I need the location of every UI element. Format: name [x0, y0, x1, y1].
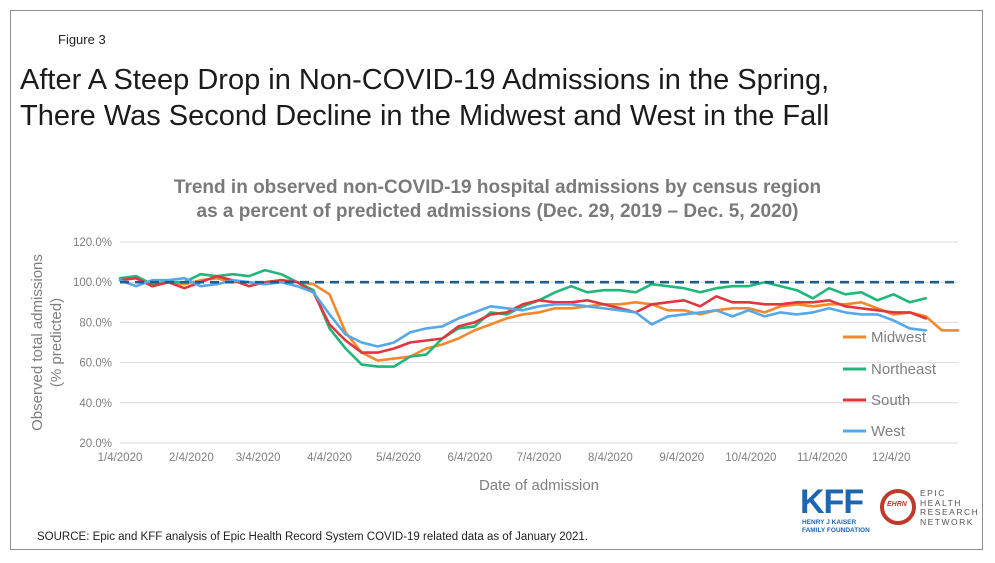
page-title: After A Steep Drop in Non-COVID-19 Admis…: [20, 62, 970, 134]
series-line-northeast: [118, 268, 928, 368]
x-tick-label: 10/4/2020: [725, 452, 776, 464]
x-tick-label: 11/4/2020: [797, 452, 847, 464]
x-tick-label: 7/4/2020: [517, 452, 562, 464]
legend-label-northeast: Northeast: [871, 361, 937, 378]
ehrn-line-3: RESEARCH: [920, 507, 980, 517]
y-tick-label: 40.0%: [79, 398, 112, 410]
series-line-south: [118, 274, 928, 354]
x-tick-label: 5/4/2020: [376, 452, 421, 464]
ehrn-line-4: NETWORK: [920, 516, 974, 527]
chart-title-line-2: as a percent of predicted admissions (De…: [196, 201, 799, 222]
x-axis-title: Date of admission: [479, 477, 599, 494]
y-tick-label: 20.0%: [79, 438, 112, 450]
slide-frame: [10, 10, 983, 550]
kff-sub-line-2: FAMILY FOUNDATION: [802, 527, 870, 534]
ehrn-logo-text: EPIC HEALTH RESEARCH NETWORK: [920, 488, 980, 527]
x-tick-label: 3/4/2020: [236, 452, 281, 464]
x-tick-label: 12/4/20: [872, 452, 910, 464]
legend-label-west: West: [871, 423, 906, 440]
x-tick-label: 1/4/2020: [98, 452, 143, 464]
kff-logo: KFF: [800, 483, 864, 521]
y-tick-label: 120.0%: [73, 237, 112, 249]
headline-line-2: There Was Second Decline in the Midwest …: [20, 100, 830, 132]
x-tick-label: 6/4/2020: [448, 452, 493, 464]
legend-label-midwest: Midwest: [871, 329, 927, 346]
ehrn-line-2: HEALTH: [920, 497, 962, 508]
y-tick-label: 80.0%: [79, 317, 112, 329]
x-tick-label: 2/4/2020: [169, 452, 214, 464]
kff-sub-line-1: HENRY J KAISER: [802, 519, 857, 526]
figure-label: Figure 3: [58, 32, 106, 47]
y-tick-label: 60.0%: [79, 358, 112, 370]
logo-area: KFF HENRY J KAISER FAMILY FOUNDATION EHR…: [800, 485, 990, 545]
legend-label-south: South: [871, 392, 910, 409]
ehrn-line-1: EPIC: [920, 488, 946, 498]
x-tick-label: 4/4/2020: [307, 452, 352, 464]
headline-line-1: After A Steep Drop in Non-COVID-19 Admis…: [20, 64, 830, 96]
x-tick-label: 9/4/2020: [659, 452, 704, 464]
kff-logo-subtitle: HENRY J KAISER FAMILY FOUNDATION: [802, 519, 870, 535]
series-line-west: [118, 276, 928, 348]
chart-title-line-1: Trend in observed non-COVID-19 hospital …: [173, 177, 822, 198]
source-note: SOURCE: Epic and KFF analysis of Epic He…: [37, 531, 588, 543]
y-tick-label: 100.0%: [73, 277, 112, 289]
y-axis-title-line-1: Observed total admissions: [29, 254, 46, 431]
x-tick-label: 8/4/2020: [588, 452, 633, 464]
ehrn-badge: EHRN: [887, 501, 907, 508]
gear-icon: [880, 489, 916, 525]
y-axis-title-line-2: (% predicted): [48, 298, 65, 387]
